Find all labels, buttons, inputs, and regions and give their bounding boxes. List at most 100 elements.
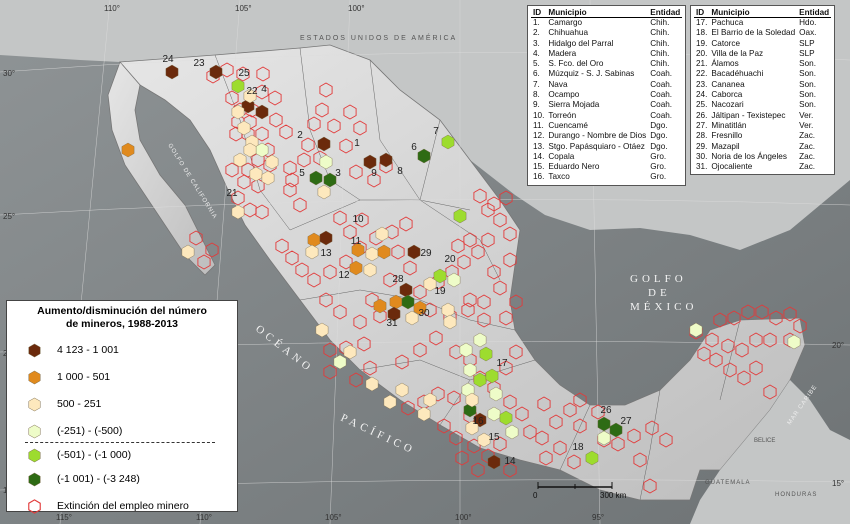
lon-label-105-top: 105° [235,4,252,13]
table-left-header: ID [531,8,547,18]
row-municipio: Chihuahua [548,28,588,38]
row-municipio: Stgo. Papásquiaro - Otáez [548,141,645,151]
table-row: 19. Catorce SLP [694,39,831,49]
municipality-hex [377,244,391,260]
extinction-hex [237,174,251,190]
municipality-hex [309,170,323,186]
extinction-hex [307,116,321,132]
extinction-hex [283,160,297,176]
extinction-hex [793,318,807,334]
municipality-hex [231,78,245,94]
municipality-number-label: 6 [411,142,417,153]
row-entidad: Zac. [799,141,816,151]
row-entidad: Son. [799,90,816,100]
municipality-number-label: 20 [444,254,456,265]
municipality-number-label: 3 [335,168,341,179]
lon-label-110-top: 110° [104,4,120,13]
extinction-hex [463,232,477,248]
municipality-hex [305,244,319,260]
row-id: 2. [533,28,540,38]
row-id: 28. [696,131,708,141]
municipality-hex [465,392,479,408]
row-municipio: Madera [548,48,577,58]
row-id: 29. [696,141,708,151]
row-id: 24. [696,90,708,100]
table-row: 28. Fresnillo Zac. [694,131,831,141]
belize-label: BELICE [754,438,775,444]
legend-hex-icon [28,499,41,514]
row-municipio: Camargo [548,18,583,27]
municipality-number-label: 13 [320,248,332,259]
table-row: 3. Hidalgo del Parral Chih. [531,39,682,49]
municipality-number-label: 14 [504,456,516,467]
extinction-hex [477,294,491,310]
extinction-hex [741,304,755,320]
municipality-number-label: 1 [354,138,360,149]
table-row: 16. Taxco Gro. [531,172,682,182]
municipality-hex [317,184,331,200]
extinction-hex [339,254,353,270]
row-entidad: Dgo. [650,141,668,151]
legend-separator [25,442,215,443]
municipality-hex [433,268,447,284]
municipality-hex [323,172,337,188]
municipality-hex [181,244,195,260]
extinction-hex [493,280,507,296]
row-entidad: Hdo. [799,18,817,27]
municipality-hex [479,346,493,362]
municipality-hex [317,136,331,152]
municipality-hex [407,244,421,260]
municipality-number-label: 18 [572,442,584,453]
table-row: 10. Torreón Coah. [531,111,682,121]
municipality-hex [243,88,257,104]
municipality-number-label: 11 [351,236,362,247]
municipality-hex [505,424,519,440]
extinction-hex [323,264,337,280]
extinction-hex [256,66,270,82]
extinction-hex [503,226,517,242]
municipality-hex [319,154,333,170]
municipality-hex [447,272,461,288]
row-municipio: Fresnillo [711,131,743,141]
row-municipio: Múzquiz - S. J. Sabinas [548,69,635,79]
extinction-hex [391,244,405,260]
row-municipio: Eduardo Nero [548,162,600,172]
legend-hex-icon [28,397,41,412]
municipality-hex [373,298,387,314]
municipality-hex [231,204,245,220]
municipality-number-label: 5 [299,168,305,179]
extinction-hex [401,400,415,416]
row-municipio: S. Fco. del Oro [548,59,604,69]
extinction-hex [243,202,257,218]
row-entidad: Zac. [799,131,816,141]
municipality-hex [121,142,135,158]
extinction-hex [713,312,727,328]
table-row: 14. Copala Gro. [531,152,682,162]
row-id: 8. [533,90,540,100]
municipality-number-label: 21 [226,188,238,199]
legend-item-label: 1 000 - 501 [57,371,111,383]
gulf-mexico-label-3: MÉXICO [630,301,697,313]
extinction-hex [297,152,311,168]
row-entidad: Son. [799,69,816,79]
municipality-hex [487,454,501,470]
row-id: 13. [533,141,545,151]
row-municipio: Ocampo [548,90,580,100]
table-row: 26. Jáltipan - Texistepec Ver. [694,111,831,121]
row-municipio: Taxco [548,172,570,182]
extinction-hex [365,292,379,308]
row-municipio: El Barrio de la Soledad [711,28,796,38]
row-municipio: Caborca [711,90,743,100]
extinction-hex [769,310,783,326]
extinction-hex [189,230,203,246]
table-row: 22. Bacadéhuachi Son. [694,69,831,79]
extinction-hex [755,304,769,320]
legend-hex-icon [28,424,41,439]
row-municipio: Jáltipan - Texistepec [711,110,786,120]
honduras-label: HONDURAS [775,492,817,498]
extinction-hex [447,390,461,406]
row-id: 18. [696,28,708,38]
row-municipio: Mazapil [711,141,740,151]
row-entidad: Coah. [650,79,673,89]
extinction-hex [323,364,337,380]
